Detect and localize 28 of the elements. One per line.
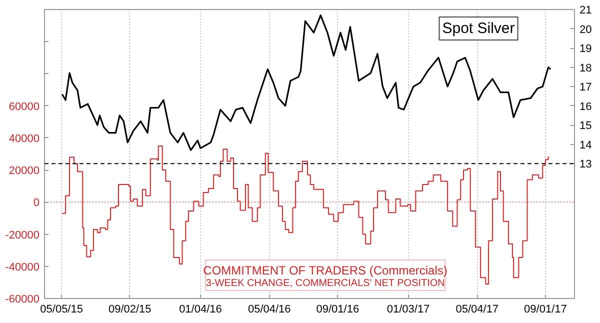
series-label: COMMITMENT OF TRADERS (Commercials) (203, 264, 448, 278)
y2-tick-label: 14 (580, 139, 592, 152)
x-tick-label: 09/02/15 (108, 304, 152, 316)
y-tick-label: 40000 (8, 132, 40, 145)
y2-tick-label: 15 (580, 120, 592, 132)
series-label: Spot Silver (442, 20, 515, 37)
y-tick-label: -20000 (5, 229, 40, 242)
x-tick-label: 09/01/16 (316, 304, 360, 316)
y2-tick-label: 18 (580, 62, 592, 74)
y2-tick-label: 13 (580, 158, 592, 171)
y2-tick-label: 20 (580, 24, 592, 36)
x-tick-label: 01/04/16 (179, 304, 222, 316)
annotation: 3-WEEK CHANGE, COMMERCIALS' NET POSITION (206, 278, 445, 289)
line-series (61, 14, 552, 151)
y-tick-label: 0 (33, 197, 40, 210)
x-tick-label: 05/04/16 (248, 304, 291, 316)
y2-tick-label: 17 (580, 82, 592, 94)
y-tick-label: -60000 (5, 294, 40, 306)
y-tick-label: 60000 (8, 100, 40, 113)
x-tick-label: 05/04/17 (456, 304, 499, 316)
y2-tick-label: 16 (580, 100, 592, 113)
y2-tick-label: 21 (580, 4, 592, 16)
x-tick-label: 05/05/15 (40, 304, 83, 316)
x-tick-label: 09/01/17 (524, 304, 567, 316)
y-tick-label: 20000 (8, 165, 40, 178)
y2-tick-label: 19 (580, 43, 592, 56)
x-tick-label: 01/03/17 (386, 304, 430, 316)
y-tick-label: -40000 (5, 261, 40, 274)
